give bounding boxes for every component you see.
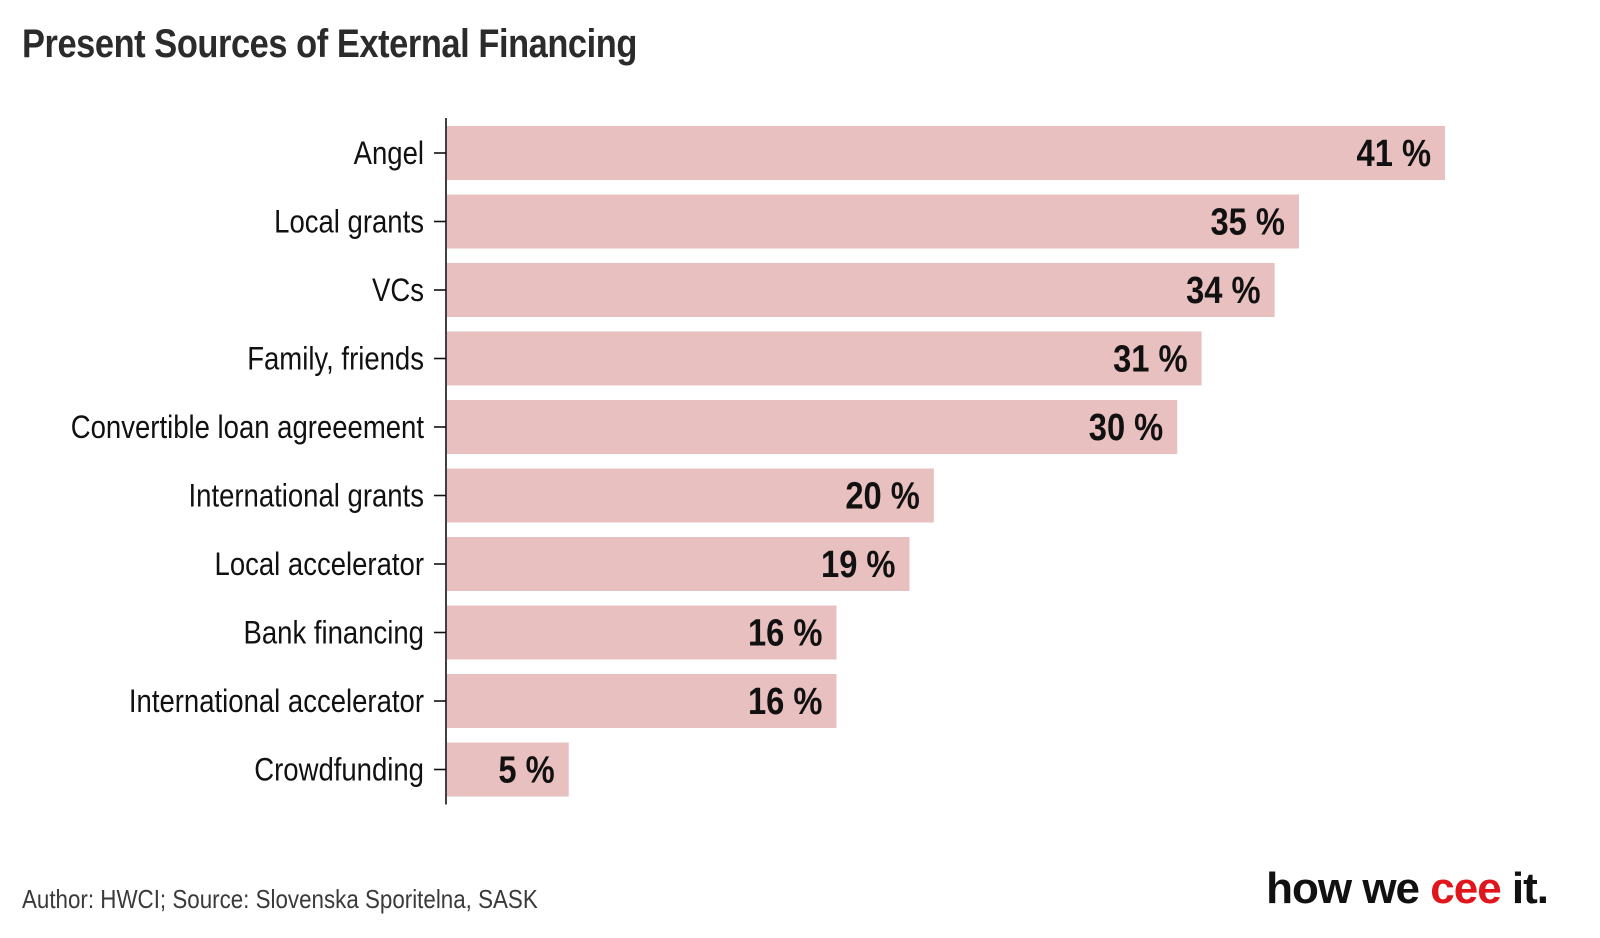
data-label: 20 %	[845, 474, 919, 517]
y-tick-label: International accelerator	[129, 684, 424, 719]
data-label: 16 %	[748, 680, 822, 723]
y-tick-label: Family, friends	[247, 342, 424, 377]
y-tick-label: VCs	[372, 273, 424, 308]
bar	[447, 331, 1202, 386]
bar	[447, 537, 910, 591]
bar	[447, 674, 837, 728]
data-label: 31 %	[1113, 337, 1187, 380]
bar	[447, 263, 1275, 317]
brand-logo: how we cee it.	[1266, 864, 1549, 914]
data-label: 34 %	[1186, 269, 1260, 312]
bar	[447, 742, 569, 797]
y-tick-label: Angel	[354, 136, 424, 171]
data-label: 5 %	[498, 748, 554, 791]
data-label: 41 %	[1357, 132, 1431, 175]
data-label: 30 %	[1089, 406, 1163, 449]
brand-part-1: how we	[1266, 864, 1431, 913]
bar	[447, 194, 1299, 249]
y-tick-label: International grants	[189, 479, 424, 514]
bar	[447, 400, 1178, 454]
y-tick-label: Bank financing	[244, 616, 424, 651]
bar	[447, 468, 934, 523]
chart-title: Present Sources of External Financing	[22, 22, 637, 66]
brand-part-2: cee	[1430, 864, 1501, 913]
data-label: 19 %	[821, 543, 895, 586]
y-tick-label: Crowdfunding	[254, 753, 424, 788]
bar	[447, 126, 1445, 180]
y-tick-label: Local accelerator	[215, 547, 425, 582]
data-label: 35 %	[1210, 200, 1284, 243]
y-tick-label: Local grants	[274, 205, 424, 240]
bar-chart: Angel 41 % Local grants 35 % VCs 34 % Family, …	[71, 118, 1445, 805]
source-note: Author: HWCI; Source: Slovenska Sporitel…	[22, 884, 538, 914]
brand-part-3: it.	[1500, 864, 1549, 913]
data-label: 16 %	[748, 611, 822, 654]
y-tick-label: Convertible loan agreeement	[71, 410, 425, 445]
bar	[447, 605, 837, 660]
